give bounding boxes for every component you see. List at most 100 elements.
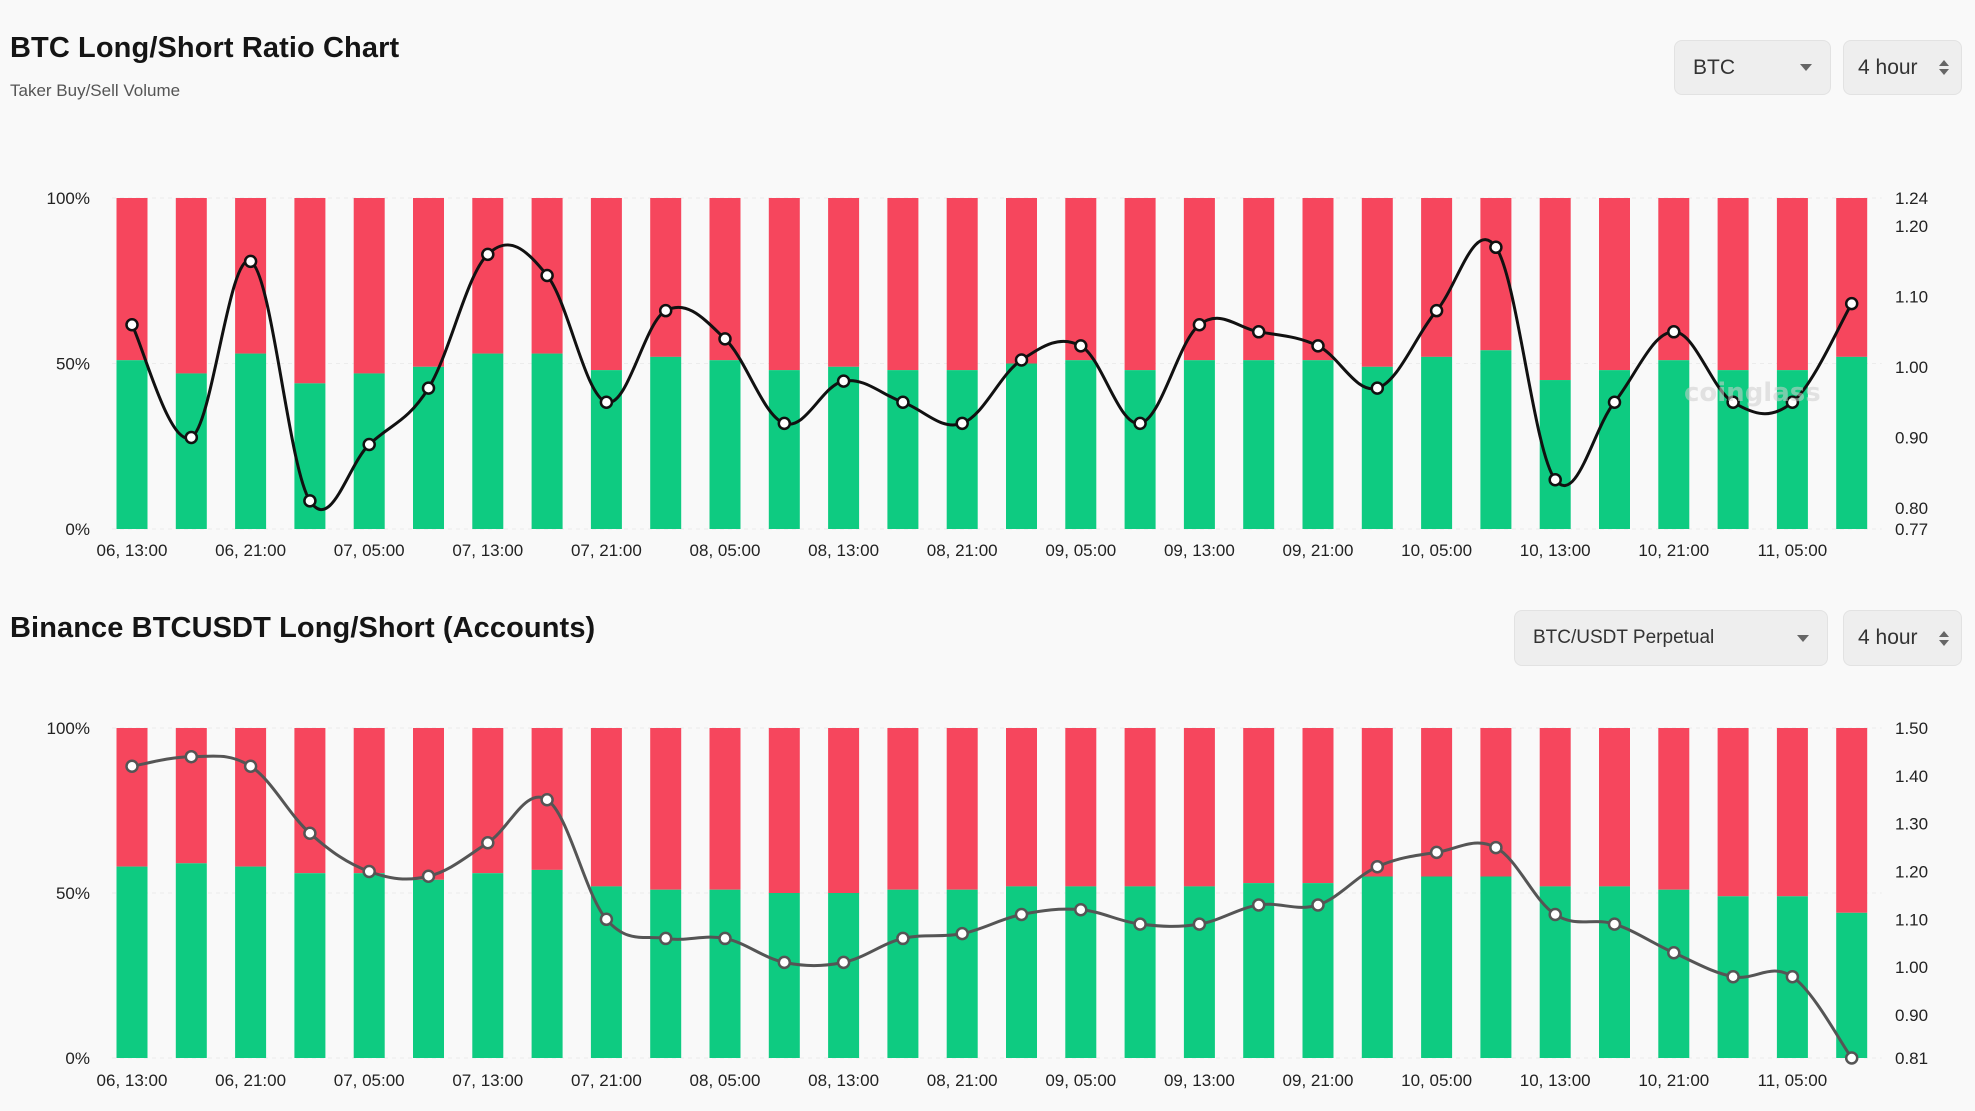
long-bar bbox=[768, 370, 800, 529]
y-right-tick-label: 1.20 bbox=[1895, 862, 1928, 881]
gridlines bbox=[112, 197, 1882, 530]
x-tick-label: 07, 21:00 bbox=[571, 541, 642, 560]
short-bar bbox=[828, 728, 860, 893]
ratio-point bbox=[1785, 395, 1800, 409]
ratio-line bbox=[131, 754, 1853, 1059]
ratio-point bbox=[1192, 917, 1207, 931]
short-bar bbox=[1124, 728, 1156, 887]
ratio-point bbox=[1844, 1051, 1859, 1065]
y-right-tick-label: 0.81 bbox=[1895, 1049, 1928, 1068]
ratio-point bbox=[1429, 303, 1444, 318]
x-tick-label: 08, 13:00 bbox=[808, 541, 879, 560]
x-tick-label: 06, 13:00 bbox=[97, 541, 168, 560]
x-tick-label: 11, 05:00 bbox=[1758, 1071, 1828, 1090]
ratio-point bbox=[1548, 907, 1562, 922]
y-left-tick-label: 50% bbox=[56, 884, 90, 903]
symbol-select[interactable]: BTC bbox=[1674, 40, 1831, 95]
short-bar bbox=[1717, 198, 1749, 371]
short-bar bbox=[887, 728, 919, 890]
ratio-point bbox=[1489, 240, 1503, 255]
long-bar bbox=[768, 893, 800, 1058]
ratio-point bbox=[1014, 353, 1029, 367]
x-tick-label: 07, 13:00 bbox=[452, 1071, 523, 1090]
ratio-point bbox=[777, 416, 792, 431]
ratio-point bbox=[1014, 907, 1029, 922]
x-tick-label: 07, 21:00 bbox=[571, 1071, 642, 1090]
x-tick-label: 09, 13:00 bbox=[1164, 541, 1235, 560]
long-bar bbox=[1065, 360, 1097, 529]
ratio-point bbox=[362, 437, 376, 452]
x-tick-label: 10, 05:00 bbox=[1401, 541, 1472, 560]
long-bar bbox=[1183, 886, 1215, 1058]
x-tick-label: 08, 21:00 bbox=[927, 541, 998, 560]
long-bar bbox=[1243, 883, 1275, 1058]
ratio-point bbox=[1667, 325, 1681, 339]
long-bar bbox=[1599, 886, 1630, 1058]
y-right-tick-label: 0.77 bbox=[1895, 520, 1928, 539]
long-bar bbox=[650, 889, 682, 1058]
ratio-point bbox=[1429, 845, 1444, 860]
short-bar bbox=[650, 728, 682, 890]
x-tick-label: 07, 05:00 bbox=[334, 541, 405, 560]
long-bar bbox=[294, 873, 326, 1058]
ratio-point bbox=[1192, 318, 1207, 332]
ratio-point bbox=[1133, 917, 1147, 931]
x-tick-label: 08, 05:00 bbox=[690, 541, 761, 560]
x-tick-label: 10, 21:00 bbox=[1638, 541, 1709, 560]
long-bar bbox=[887, 889, 919, 1058]
y-right-tick-label: 1.40 bbox=[1895, 767, 1928, 786]
ratio-point bbox=[125, 318, 139, 332]
long-bar bbox=[650, 356, 682, 529]
short-bar bbox=[768, 728, 800, 893]
long-bar bbox=[1124, 370, 1156, 529]
interval-select-2-value: 4 hour bbox=[1858, 626, 1918, 649]
short-bar bbox=[1599, 198, 1630, 371]
ratio-point bbox=[599, 912, 614, 927]
pair-select-value: BTC/USDT Perpetual bbox=[1533, 627, 1715, 648]
long-bar bbox=[828, 893, 860, 1058]
short-bar bbox=[1124, 198, 1156, 371]
x-tick-label: 06, 13:00 bbox=[97, 1071, 168, 1090]
x-tick-label: 09, 21:00 bbox=[1283, 1071, 1354, 1090]
short-bar bbox=[1065, 198, 1097, 361]
short-bar bbox=[590, 728, 622, 887]
updown-chevron-icon bbox=[1939, 630, 1949, 646]
ratio-point bbox=[1133, 416, 1147, 431]
y-left-tick-label: 0% bbox=[65, 520, 90, 539]
long-bar bbox=[116, 866, 148, 1058]
ratio-point bbox=[955, 416, 969, 431]
ratio-point bbox=[1785, 969, 1800, 984]
long-bar bbox=[235, 353, 267, 529]
long-bar bbox=[353, 873, 385, 1058]
x-tick-label: 09, 13:00 bbox=[1164, 1071, 1235, 1090]
x-tick-label: 07, 05:00 bbox=[334, 1071, 405, 1090]
y-right-tick-label: 1.20 bbox=[1895, 217, 1928, 236]
short-bar bbox=[413, 728, 444, 880]
interval-select[interactable]: 4 hour bbox=[1843, 40, 1962, 95]
long-bar bbox=[828, 366, 860, 529]
ratio-point bbox=[836, 955, 851, 970]
short-bar bbox=[946, 198, 978, 371]
long-bar bbox=[1421, 876, 1453, 1058]
short-bar bbox=[1539, 728, 1571, 887]
x-tick-label: 09, 05:00 bbox=[1045, 1071, 1116, 1090]
short-bar bbox=[590, 198, 622, 371]
long-bar bbox=[413, 879, 444, 1058]
interval-select-2[interactable]: 4 hour bbox=[1843, 610, 1962, 666]
long-bar bbox=[116, 360, 148, 529]
ratio-point bbox=[1726, 969, 1740, 984]
short-bar bbox=[1836, 728, 1868, 913]
long-bar bbox=[1302, 883, 1334, 1058]
long-bar bbox=[1361, 876, 1393, 1058]
pair-select[interactable]: BTC/USDT Perpetual bbox=[1514, 610, 1828, 666]
ratio-point bbox=[1311, 898, 1325, 912]
ratio-point bbox=[1726, 395, 1740, 409]
short-bar bbox=[116, 728, 148, 867]
y-right-tick-label: 1.24 bbox=[1895, 189, 1928, 208]
short-bar bbox=[709, 728, 741, 890]
short-bar bbox=[1539, 198, 1571, 381]
long-bar bbox=[175, 863, 207, 1058]
ratio-point bbox=[896, 931, 910, 946]
long-bar bbox=[235, 866, 267, 1058]
ratio-point bbox=[421, 381, 436, 395]
